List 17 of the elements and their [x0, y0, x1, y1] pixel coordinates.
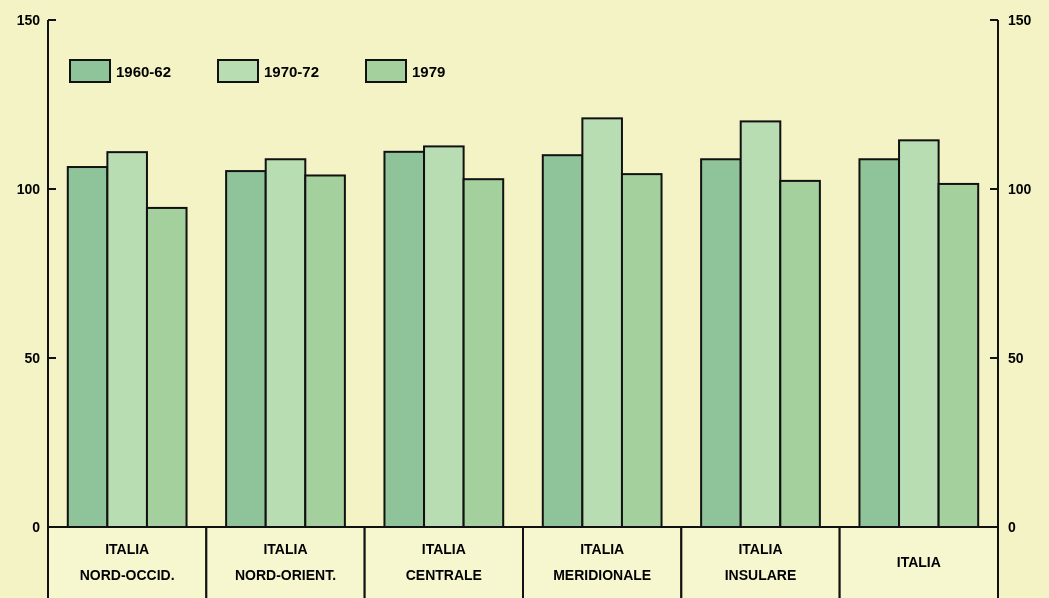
y2-tick-label: 100	[1008, 180, 1032, 197]
x-tick-label: ITALIA NORD-ORIENT.	[234, 541, 337, 583]
y-tick-label: 150	[16, 11, 41, 28]
x-tick-label: ITALIA MERIDIONALE	[553, 541, 652, 583]
legend-label: 1960-62	[116, 63, 172, 80]
legend-label: 1979	[412, 63, 446, 80]
x-tick-label: ITALIA	[896, 554, 941, 570]
y-tick-label: 0	[32, 518, 41, 535]
y2-tick-label: 150	[1008, 11, 1032, 28]
y-tick-label: 100	[16, 180, 41, 197]
y-tick-label: 50	[24, 349, 41, 366]
y2-tick-label: 0	[1008, 518, 1016, 535]
x-tick-label: ITALIA NORD-OCCID.	[79, 541, 175, 583]
x-tick-label: ITALIA INSULARE	[724, 541, 797, 583]
y2-tick-label: 50	[1008, 349, 1024, 366]
legend-label: 1970-72	[264, 63, 320, 80]
x-tick-label: ITALIA CENTRALE	[405, 541, 482, 583]
